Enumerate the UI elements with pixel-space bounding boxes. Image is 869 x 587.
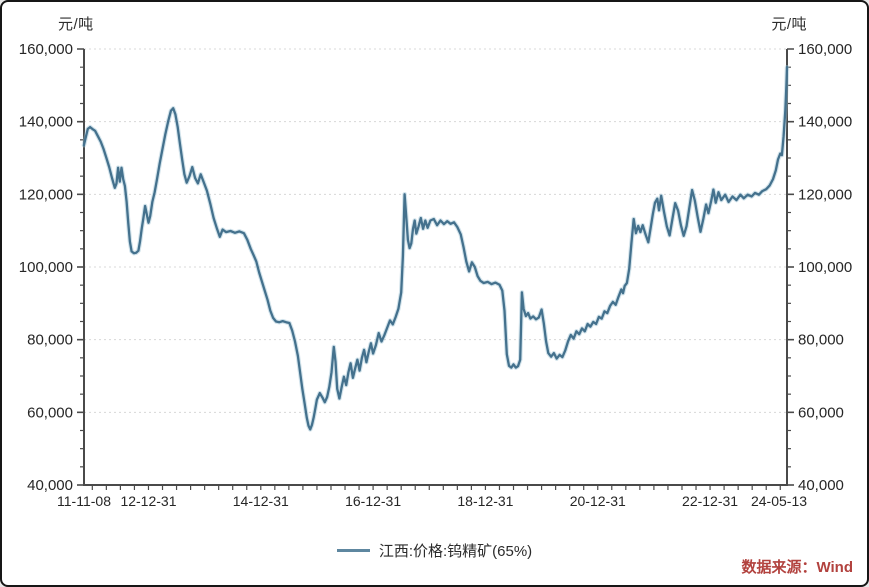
y-tick-label-left: 140,000 xyxy=(19,114,73,131)
y-tick-label-right: 160,000 xyxy=(798,41,852,58)
y-tick-label-right: 60,000 xyxy=(798,404,844,421)
legend-line-marker xyxy=(336,549,370,552)
x-tick-label: 16-12-31 xyxy=(345,493,401,509)
y-tick-label-left: 100,000 xyxy=(19,259,73,276)
x-tick-label: 20-12-31 xyxy=(570,493,626,509)
y-tick-label-left: 80,000 xyxy=(27,332,73,349)
y-axis-unit-right: 元/吨 xyxy=(771,16,807,33)
y-tick-label-left: 40,000 xyxy=(27,477,73,494)
x-tick-label: 12-12-31 xyxy=(120,493,176,509)
data-source-label: 数据来源：Wind xyxy=(741,559,853,576)
y-tick-label-right: 100,000 xyxy=(798,259,852,276)
y-tick-label-right: 120,000 xyxy=(798,186,852,203)
y-axis-unit-left: 元/吨 xyxy=(58,16,94,33)
x-tick-label: 14-12-31 xyxy=(233,493,289,509)
y-tick-label-right: 140,000 xyxy=(798,114,852,131)
x-tick-label: 24-05-13 xyxy=(751,493,807,509)
x-tick-label: 22-12-31 xyxy=(682,493,738,509)
y-tick-label-right: 40,000 xyxy=(798,477,844,494)
legend-label: 江西:价格:钨精矿(65%) xyxy=(378,543,533,560)
legend: 江西:价格:钨精矿(65%) xyxy=(2,540,867,561)
y-tick-label-left: 60,000 xyxy=(27,404,73,421)
x-tick-label: 11-11-08 xyxy=(57,493,111,509)
y-tick-label-right: 80,000 xyxy=(798,332,844,349)
x-tick-label: 18-12-31 xyxy=(457,493,513,509)
y-tick-label-left: 160,000 xyxy=(19,41,73,58)
y-tick-label-left: 120,000 xyxy=(19,186,73,203)
price-series-line xyxy=(82,66,789,431)
